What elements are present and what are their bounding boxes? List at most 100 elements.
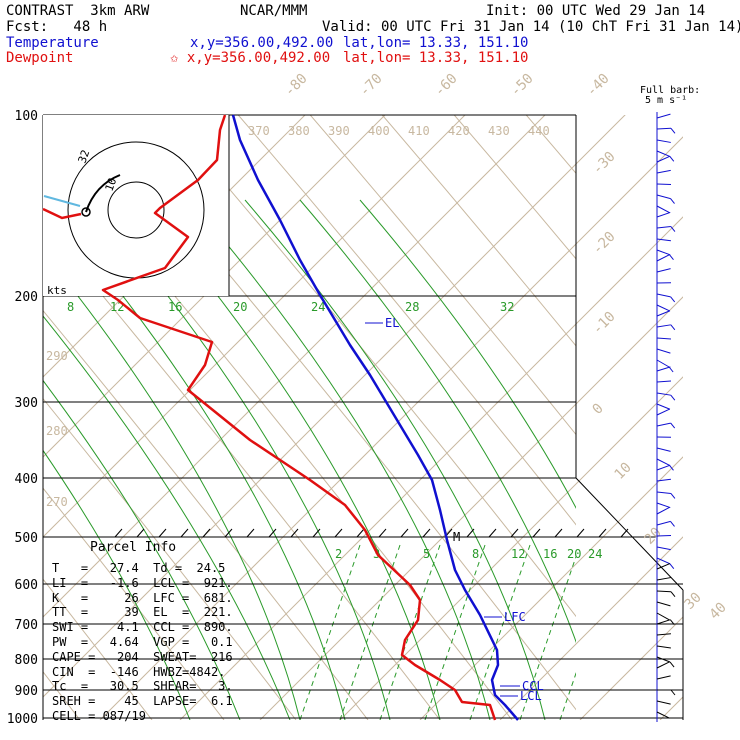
- temperature-latlon: lat,lon= 13.33, 151.10: [343, 35, 529, 51]
- wind-barb: [656, 310, 671, 317]
- temperature-profile: [231, 114, 519, 721]
- hodograph-trace: [43, 195, 81, 207]
- pressure-label: 700: [15, 618, 38, 633]
- wind-barb: [656, 254, 670, 262]
- theta-label: 420: [448, 124, 470, 138]
- barb-legend-1: Full barb:: [640, 85, 701, 96]
- wind-barb: [656, 293, 671, 298]
- isotherm-label: -30: [590, 149, 619, 178]
- parcel-row: SREH = 45 LAPSE= 6.1: [52, 694, 233, 709]
- moist-adiabat-line: [244, 199, 546, 720]
- wind-barb: [656, 619, 671, 625]
- wind-barb: [656, 656, 671, 663]
- pressure-label: 300: [15, 396, 38, 411]
- moist-adiabat-label: 32: [500, 300, 514, 314]
- mixing-ratio-label: 16: [543, 547, 557, 561]
- pressure-label: 800: [15, 653, 38, 668]
- moist-adiabat-label: 24: [311, 300, 325, 314]
- wind-barb: [656, 127, 672, 130]
- moist-adiabat-line: [299, 199, 576, 644]
- theta-label: 270: [46, 495, 68, 509]
- wind-barb: [656, 348, 671, 354]
- pressure-label: 400: [15, 472, 38, 487]
- mixing-ratio-line: [590, 545, 650, 720]
- wind-barb: [656, 675, 671, 680]
- temperature-xy: x,y=356.00,492.00: [190, 35, 334, 51]
- parcel-info-title: Parcel Info: [90, 540, 177, 555]
- theta-label: 440: [528, 124, 550, 138]
- dewpoint-legend: Dewpoint: [6, 50, 74, 66]
- isotherm-line: [419, 456, 683, 720]
- wind-barb: [656, 546, 671, 551]
- moist-adiabat-label: 20: [233, 300, 247, 314]
- wind-barb: [656, 211, 671, 218]
- isotherm-line: [179, 216, 683, 720]
- wind-barb: [656, 194, 671, 200]
- mixing-ratio-line: [469, 544, 531, 720]
- theta-label: 430: [488, 124, 510, 138]
- dry-adiabat-line: [43, 309, 369, 720]
- svg-text:10: 10: [103, 176, 120, 193]
- wind-barb: [656, 113, 671, 119]
- wind-barbs: [656, 112, 676, 722]
- wind-barb: [656, 238, 671, 242]
- dry-adiabat-line: [43, 487, 225, 720]
- mixing-ratio-line: [559, 671, 576, 720]
- wind-barb: [656, 380, 672, 383]
- wind-barb: [656, 645, 671, 649]
- wind-barb: [656, 408, 670, 416]
- annotation-el: EL: [385, 316, 399, 330]
- isotherm-label: -80: [282, 71, 311, 100]
- wind-barb: [656, 324, 671, 328]
- dewpoint-xy: ✩ x,y=356.00,492.00: [170, 50, 331, 66]
- mixing-ratio-line: [339, 544, 401, 720]
- dewpoint-profile: [101, 114, 497, 721]
- pressure-label: 500: [15, 531, 38, 546]
- mixing-ratio-label: 12: [511, 547, 525, 561]
- moist-adiabat-label: 28: [405, 300, 419, 314]
- isotherm-line: [43, 115, 626, 698]
- pressure-label: 900: [15, 684, 38, 699]
- mixing-ratio-line: [424, 544, 486, 720]
- wind-barb: [656, 601, 671, 607]
- isotherm-line: [43, 115, 466, 538]
- wind-barb: [656, 464, 671, 471]
- isotherm-line: [43, 115, 306, 378]
- theta-label: 390: [328, 124, 350, 138]
- wind-barb: [656, 155, 670, 163]
- wind-barb: [656, 661, 670, 669]
- isotherm-label: -50: [508, 71, 537, 100]
- mixing-ratio-lines: [299, 544, 650, 720]
- wind-barb: [656, 392, 671, 396]
- isotherm-label: 40: [707, 600, 730, 623]
- theta-label: 410: [408, 124, 430, 138]
- annotation-m: M: [453, 530, 460, 544]
- mixing-ratio-line: [299, 544, 361, 720]
- isotherm-label: 10: [612, 460, 635, 483]
- pressure-label: 200: [15, 290, 38, 305]
- moist-adiabat-line: [43, 379, 241, 720]
- wind-barb: [656, 337, 672, 340]
- theta-label: 290: [46, 349, 68, 363]
- isotherm-label: -40: [584, 71, 613, 100]
- annotation-lcl: LCL: [520, 689, 542, 703]
- wind-barb: [656, 612, 670, 621]
- wind-barb: [656, 520, 671, 526]
- isotherm-label: 30: [682, 590, 705, 613]
- wind-barb: [656, 506, 670, 515]
- parcel-row: LI = -1.6 LCL = 921.: [52, 575, 233, 590]
- hodograph-unit: kts: [47, 284, 67, 297]
- parcel-row: T = 27.4 Td = 24.5: [52, 561, 226, 575]
- temperature-legend: Temperature: [6, 35, 99, 51]
- sounding-series: [42, 114, 519, 721]
- isotherm-label: 0: [590, 401, 607, 418]
- isotherm-line: [99, 136, 683, 720]
- svg-text:32: 32: [76, 148, 93, 165]
- wind-barb: [656, 491, 671, 494]
- wind-barb: [656, 633, 671, 636]
- dry-adiabat-line: [309, 115, 576, 436]
- wind-barb: [656, 590, 672, 593]
- wind-barb: [656, 366, 671, 372]
- isotherm-line: [259, 296, 683, 720]
- parcel-row: Tc = 30.5 SHEAR= 3.: [52, 679, 233, 694]
